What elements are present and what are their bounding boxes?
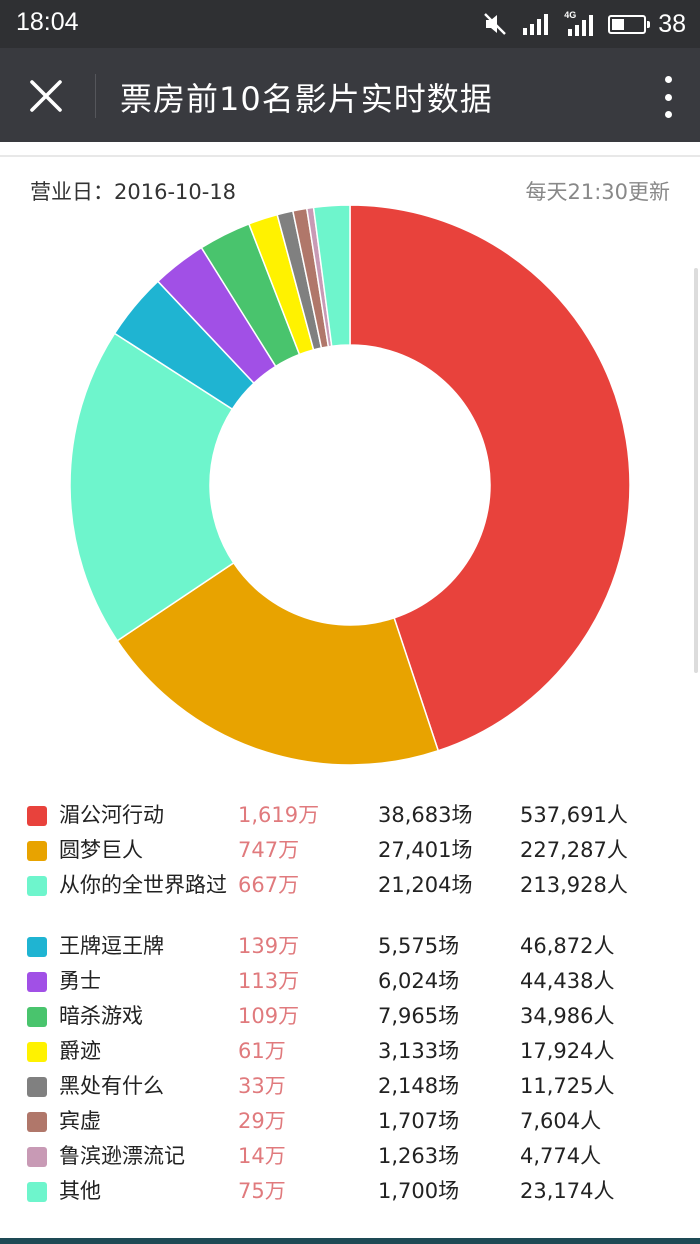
movie-name: 勇士 [59,969,101,993]
status-time: 18:04 [16,8,79,36]
shows-count: 1,707场 [378,1109,460,1133]
audience-count: 46,872人 [520,934,615,958]
audience-count: 213,928人 [520,873,628,897]
box-office-value: 747万 [238,838,300,862]
audience-count: 11,725人 [520,1074,615,1098]
legend-row[interactable]: 湄公河行动 1,619万 38,683场 537,691人 [0,798,700,833]
box-office-value: 75万 [238,1179,286,1203]
shows-count: 7,965场 [378,1004,460,1028]
shows-count: 38,683场 [378,803,473,827]
shows-count: 1,700场 [378,1179,460,1203]
audience-count: 44,438人 [520,969,615,993]
shows-count: 27,401场 [378,838,473,862]
audience-count: 7,604人 [520,1109,602,1133]
shows-count: 2,148场 [378,1074,460,1098]
close-button[interactable] [18,68,74,124]
box-office-donut-chart [69,204,631,766]
legend-swatch [27,1147,47,1167]
donut-slice[interactable] [69,332,235,642]
more-button[interactable] [658,72,678,122]
battery-icon [608,14,651,34]
legend-swatch [27,1182,47,1202]
legend-row[interactable]: 王牌逗王牌 139万 5,575场 46,872人 [0,929,700,964]
box-office-value: 61万 [238,1039,286,1063]
legend-row[interactable]: 勇士 113万 6,024场 44,438人 [0,964,700,999]
audience-count: 23,174人 [520,1179,615,1203]
top-divider [0,155,700,157]
audience-count: 4,774人 [520,1144,602,1168]
status-icons: 4G 38 [482,0,686,48]
donut-slice[interactable] [116,561,440,766]
legend-row[interactable]: 爵迹 61万 3,133场 17,924人 [0,1034,700,1069]
audience-count: 17,924人 [520,1039,615,1063]
box-office-value: 33万 [238,1074,286,1098]
box-office-value: 1,619万 [238,803,320,827]
legend-swatch [27,876,47,896]
movie-name: 宾虚 [59,1109,101,1133]
movie-name: 湄公河行动 [59,803,164,827]
audience-count: 227,287人 [520,838,628,862]
legend-swatch [27,841,47,861]
legend-swatch [27,806,47,826]
movie-name: 其他 [59,1179,101,1203]
scrollbar[interactable] [694,268,698,673]
battery-percent: 38 [658,9,686,38]
legend-row[interactable]: 鲁滨逊漂流记 14万 1,263场 4,774人 [0,1139,700,1174]
4g-signal-icon: 4G [564,10,598,37]
legend-row[interactable]: 黑处有什么 33万 2,148场 11,725人 [0,1069,700,1104]
box-office-value: 667万 [238,873,300,897]
box-office-value: 113万 [238,969,300,993]
movie-name: 爵迹 [59,1039,101,1063]
movie-name: 黑处有什么 [59,1074,164,1098]
movie-name: 从你的全世界路过 [59,873,227,897]
title-bar: 票房前10名影片实时数据 [0,48,700,142]
legend-swatch [27,1077,47,1097]
title-divider [95,74,96,118]
movie-name: 鲁滨逊漂流记 [59,1144,185,1168]
bottom-bar [0,1238,700,1244]
box-office-value: 109万 [238,1004,300,1028]
movie-name: 圆梦巨人 [59,838,143,862]
shows-count: 5,575场 [378,934,460,958]
business-day: 营业日：2016-10-18 [30,180,237,204]
audience-count: 537,691人 [520,803,628,827]
legend-swatch [27,1042,47,1062]
shows-count: 1,263场 [378,1144,460,1168]
close-icon [30,80,62,112]
movie-name: 暗杀游戏 [59,1004,143,1028]
network-label: 4G [564,10,577,20]
donut-slice[interactable] [312,204,351,348]
legend-row[interactable]: 暗杀游戏 109万 7,965场 34,986人 [0,999,700,1034]
legend-swatch [27,972,47,992]
legend-row[interactable]: 圆梦巨人 747万 27,401场 227,287人 [0,833,700,868]
status-bar: 18:04 4G [0,0,700,48]
box-office-value: 29万 [238,1109,286,1133]
shows-count: 3,133场 [378,1039,460,1063]
shows-count: 21,204场 [378,873,473,897]
audience-count: 34,986人 [520,1004,615,1028]
legend-row[interactable]: 其他 75万 1,700场 23,174人 [0,1174,700,1209]
update-note: 每天21:30更新 [525,180,670,204]
signal-icon [522,12,552,36]
donut-slice[interactable] [349,204,631,752]
box-office-value: 14万 [238,1144,286,1168]
legend-swatch [27,937,47,957]
legend-row[interactable]: 宾虚 29万 1,707场 7,604人 [0,1104,700,1139]
legend-swatch [27,1112,47,1132]
mute-icon [482,11,508,37]
shows-count: 6,024场 [378,969,460,993]
legend-table: 湄公河行动 1,619万 38,683场 537,691人圆梦巨人 747万 27,401… [0,798,700,1209]
page-title: 票房前10名影片实时数据 [120,80,493,118]
legend-row[interactable]: 从你的全世界路过 667万 21,204场 213,928人 [0,868,700,929]
box-office-value: 139万 [238,934,300,958]
legend-swatch [27,1007,47,1027]
movie-name: 王牌逗王牌 [59,934,164,958]
